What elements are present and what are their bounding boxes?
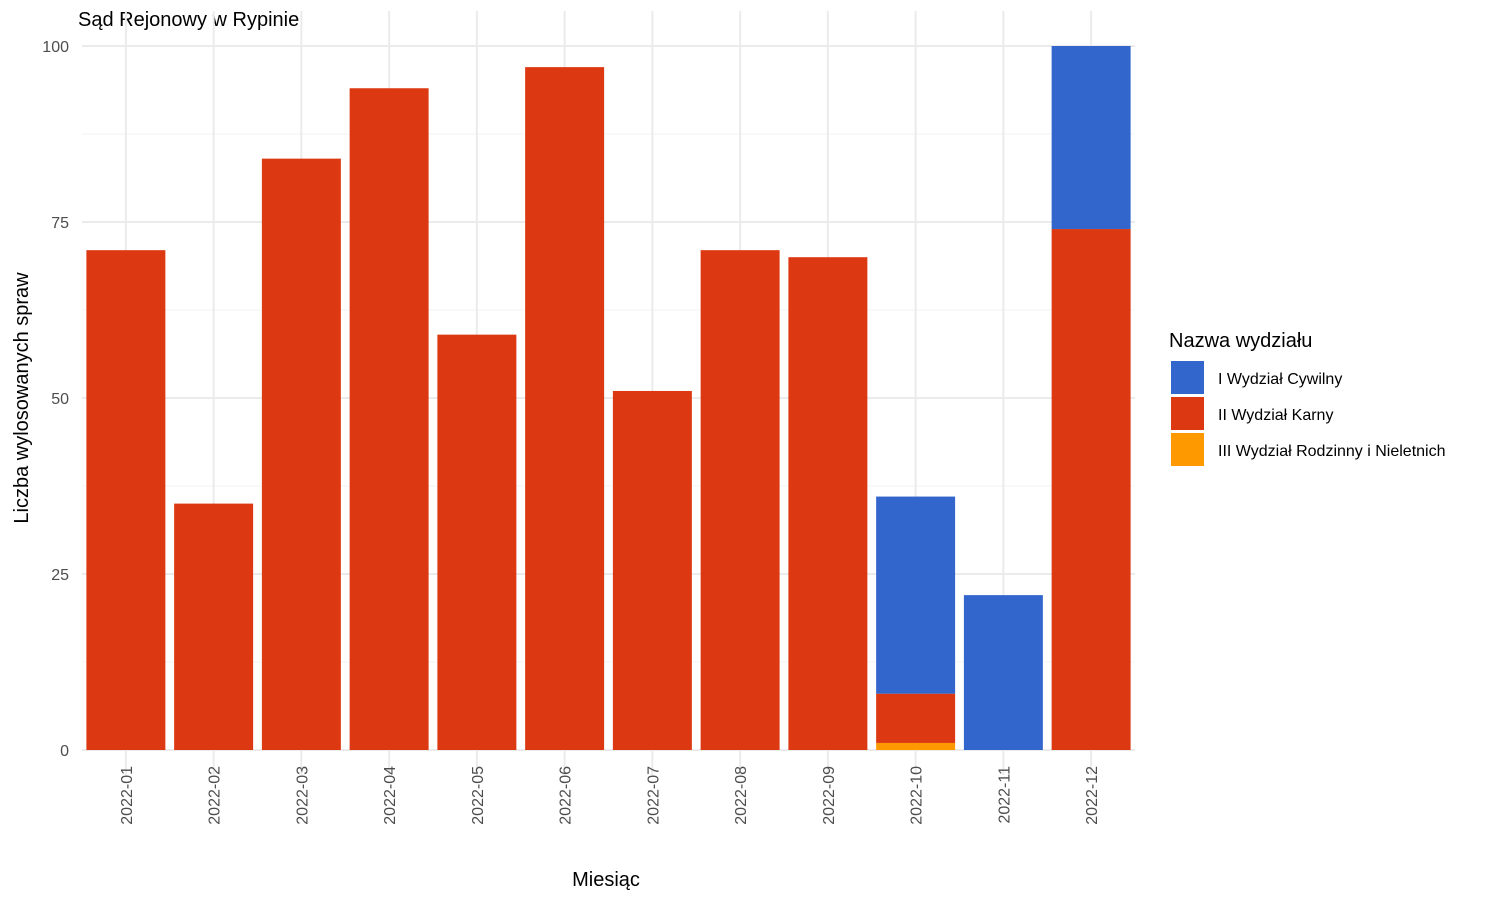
x-tick-label: 2022-04 [382, 766, 399, 825]
legend-title: Nazwa wydziału [1169, 330, 1312, 352]
bar-segment [174, 503, 254, 750]
x-tick-label: 2022-07 [645, 766, 662, 825]
legend-swatch [1171, 433, 1204, 466]
x-axis-title: Miesiąc [572, 869, 640, 891]
x-tick-label: 2022-08 [733, 766, 750, 825]
bar-segment [349, 88, 429, 751]
bar-segment [963, 595, 1043, 750]
bar-segment [1051, 46, 1131, 230]
y-axis-title: Liczba wylosowanych spraw [11, 272, 33, 524]
bar-segment [437, 334, 517, 750]
x-tick-label: 2022-02 [207, 766, 224, 825]
bar-segment [876, 742, 956, 750]
x-tick-label: 2022-09 [821, 766, 838, 825]
bars [86, 46, 1131, 751]
x-tick-label: 2022-01 [119, 766, 136, 825]
y-tick-label: 25 [51, 567, 69, 584]
bar-segment [261, 158, 341, 750]
legend: Nazwa wydziału I Wydział Cywilny II Wydzi… [1169, 330, 1446, 466]
legend-label: II Wydział Karny [1218, 407, 1333, 424]
x-tick-label: 2022-10 [909, 766, 926, 825]
y-tick-label: 0 [60, 743, 69, 760]
bar-segment [876, 693, 956, 743]
x-tick-label: 2022-12 [1084, 766, 1101, 825]
x-tick-label: 2022-06 [558, 766, 575, 825]
chart-title: Sąd Rejonowy w Rypinie [78, 9, 299, 31]
legend-swatch [1171, 361, 1204, 394]
bar-segment [700, 250, 780, 750]
bar-segment [1051, 229, 1131, 751]
bar-segment [86, 250, 166, 750]
y-tick-label: 50 [51, 391, 69, 408]
legend-label: III Wydział Rodzinny i Nieletnich [1218, 443, 1446, 460]
bar-segment [876, 496, 956, 694]
y-tick-label: 75 [51, 215, 69, 232]
bar-segment [525, 67, 605, 751]
axes: 0 25 50 75 100 2022-01 2022-02 2022-03 2022-04 20… [42, 39, 1101, 825]
x-tick-label: 2022-03 [294, 766, 311, 825]
legend-label: I Wydział Cywilny [1218, 371, 1342, 388]
x-tick-label: 2022-11 [996, 766, 1013, 824]
bar-segment [612, 390, 692, 750]
legend-swatch [1171, 397, 1204, 430]
bar-segment [788, 257, 868, 750]
x-tick-label: 2022-05 [470, 766, 487, 825]
y-tick-label: 100 [42, 39, 69, 56]
